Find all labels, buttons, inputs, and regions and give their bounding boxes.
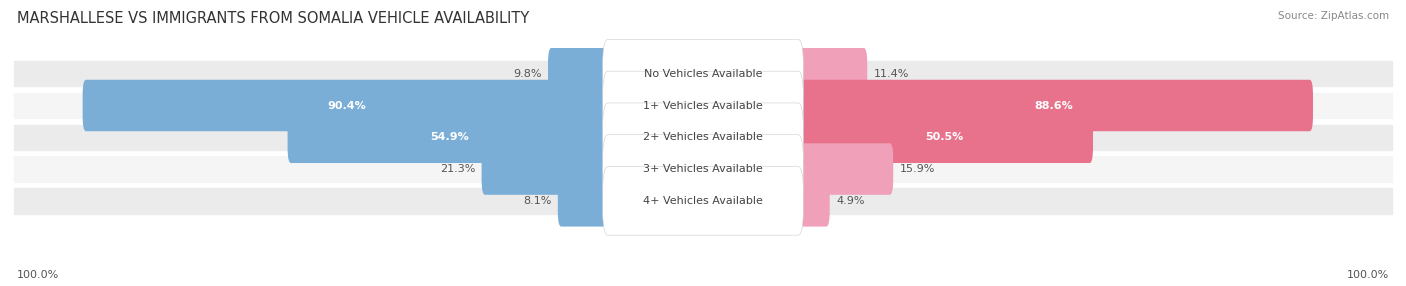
Text: 8.1%: 8.1% <box>523 196 551 206</box>
Text: MARSHALLESE VS IMMIGRANTS FROM SOMALIA VEHICLE AVAILABILITY: MARSHALLESE VS IMMIGRANTS FROM SOMALIA V… <box>17 11 529 26</box>
Text: 90.4%: 90.4% <box>328 100 366 110</box>
Bar <box>14 61 1392 86</box>
Text: 3+ Vehicles Available: 3+ Vehicles Available <box>643 164 763 174</box>
FancyBboxPatch shape <box>794 143 893 195</box>
Text: 2+ Vehicles Available: 2+ Vehicles Available <box>643 132 763 142</box>
Text: 4+ Vehicles Available: 4+ Vehicles Available <box>643 196 763 206</box>
FancyBboxPatch shape <box>603 39 803 108</box>
Text: 1+ Vehicles Available: 1+ Vehicles Available <box>643 100 763 110</box>
FancyBboxPatch shape <box>482 143 612 195</box>
Text: 4.9%: 4.9% <box>837 196 865 206</box>
FancyBboxPatch shape <box>288 112 612 163</box>
FancyBboxPatch shape <box>83 80 612 131</box>
Bar <box>14 93 1392 118</box>
Bar <box>14 156 1392 182</box>
Text: 88.6%: 88.6% <box>1035 100 1073 110</box>
FancyBboxPatch shape <box>548 48 612 100</box>
Text: No Vehicles Available: No Vehicles Available <box>644 69 762 79</box>
Text: 15.9%: 15.9% <box>900 164 935 174</box>
Text: 9.8%: 9.8% <box>513 69 541 79</box>
FancyBboxPatch shape <box>558 175 612 227</box>
FancyBboxPatch shape <box>794 80 1313 131</box>
FancyBboxPatch shape <box>794 48 868 100</box>
FancyBboxPatch shape <box>603 135 803 203</box>
Bar <box>14 188 1392 214</box>
FancyBboxPatch shape <box>603 103 803 172</box>
FancyBboxPatch shape <box>603 71 803 140</box>
Bar <box>14 125 1392 150</box>
Text: 54.9%: 54.9% <box>430 132 468 142</box>
FancyBboxPatch shape <box>794 112 1092 163</box>
Text: 100.0%: 100.0% <box>1347 270 1389 280</box>
Text: Source: ZipAtlas.com: Source: ZipAtlas.com <box>1278 11 1389 21</box>
Text: 100.0%: 100.0% <box>17 270 59 280</box>
Text: 21.3%: 21.3% <box>440 164 475 174</box>
FancyBboxPatch shape <box>794 175 830 227</box>
Text: 50.5%: 50.5% <box>925 132 963 142</box>
FancyBboxPatch shape <box>603 166 803 235</box>
Text: 11.4%: 11.4% <box>873 69 910 79</box>
